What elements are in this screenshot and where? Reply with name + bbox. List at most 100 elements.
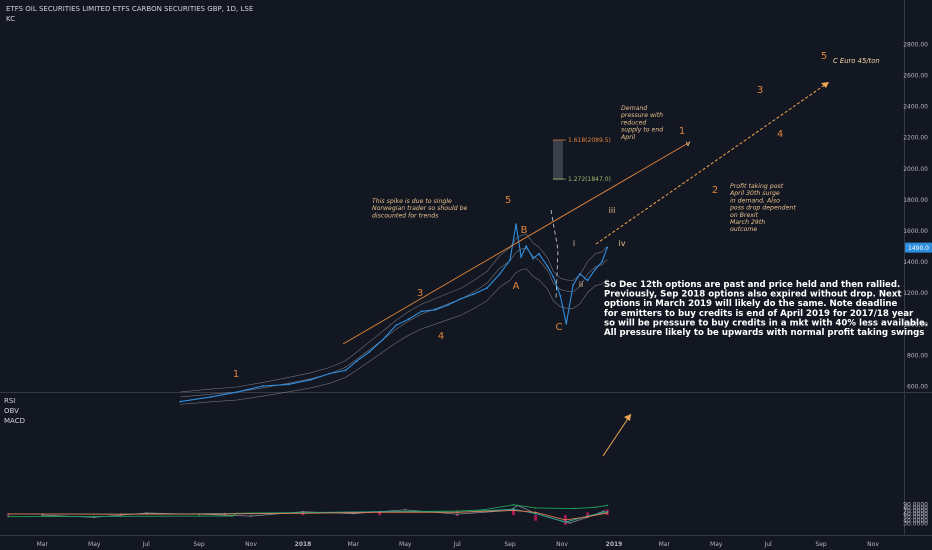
wave-label-v: v xyxy=(686,139,691,148)
wave-label-w1: 1 xyxy=(233,369,239,380)
signal-point xyxy=(119,513,122,515)
price-axis-tick-label: 2800.00 xyxy=(903,41,928,48)
price-axis-tick-label: 2000.00 xyxy=(903,166,928,173)
price-point xyxy=(262,385,264,387)
wave-label-iii: iii xyxy=(609,206,616,215)
price-point xyxy=(601,260,603,263)
last-price-label: 1490.0 xyxy=(908,245,929,252)
price-point xyxy=(472,293,475,296)
price-point xyxy=(520,256,522,258)
macd-histogram-bar xyxy=(378,512,382,516)
price-point xyxy=(579,273,581,275)
obv-point xyxy=(594,506,597,509)
macd-histogram-bar xyxy=(455,515,459,517)
time-axis-tick-label: Sep xyxy=(193,541,205,548)
signal-point xyxy=(456,511,459,514)
price-point xyxy=(459,298,462,300)
obv-point xyxy=(231,515,234,517)
signal-point xyxy=(606,512,608,514)
price-axis-tick-label: 1800.00 xyxy=(903,197,928,204)
obv-point xyxy=(7,515,9,518)
wave-label-B: B xyxy=(521,225,528,236)
time-axis-tick-label: May xyxy=(399,541,412,548)
signal-point xyxy=(586,515,589,518)
keltner-upper-band xyxy=(180,233,608,393)
price-point xyxy=(210,396,212,398)
time-axis-tick-label: May xyxy=(710,541,723,548)
macd-histogram-bar xyxy=(512,509,515,516)
indicator-axis-tick-label: 70.0000 xyxy=(903,508,928,515)
indicator-label-rsi: RSI xyxy=(4,397,16,405)
price-point xyxy=(498,273,501,275)
price-point xyxy=(420,310,423,313)
projection-line xyxy=(595,81,830,245)
price-point xyxy=(368,350,371,353)
indicator-axis-tick-label: 30.0000 xyxy=(903,521,928,528)
obv-point xyxy=(482,509,485,511)
obv-point xyxy=(606,504,608,507)
macd-histogram-bar xyxy=(534,515,538,521)
indicator-axis-tick-label: 80.0000 xyxy=(903,505,928,512)
wave-label-w4: 4 xyxy=(438,331,444,342)
price-axis-tick-label: 2600.00 xyxy=(903,73,928,80)
price-point xyxy=(565,322,568,325)
time-axis-tick-label: Nov xyxy=(245,541,257,548)
price-point xyxy=(309,378,312,381)
price-axis-tick-label: 1000.00 xyxy=(903,321,928,328)
indicator-label-kc: KC xyxy=(6,15,16,23)
price-axis-tick-label: 600.00 xyxy=(907,384,928,391)
obv-line xyxy=(8,504,608,518)
abc-correction-guide xyxy=(550,209,559,301)
obv-point xyxy=(198,515,200,517)
price-point xyxy=(515,223,517,226)
price-point xyxy=(486,287,488,289)
wave-label-p5: 5 xyxy=(821,51,827,62)
time-axis-tick-label: May xyxy=(88,541,101,548)
wave-label-w5: 5 xyxy=(505,195,511,206)
price-point xyxy=(572,284,574,286)
price-point xyxy=(538,252,540,255)
signal-point xyxy=(302,512,304,515)
obv-point xyxy=(512,504,515,506)
wave-label-iv: iv xyxy=(619,239,626,248)
price-point xyxy=(559,294,562,297)
price-point xyxy=(287,383,290,386)
price-point xyxy=(382,338,384,341)
obv-point xyxy=(93,515,95,518)
price-point xyxy=(532,257,534,260)
obv-point xyxy=(456,510,459,512)
price-point xyxy=(235,391,238,394)
demand-note: Demand pressure with reduced supply to end A… xyxy=(620,105,663,141)
macd-point xyxy=(564,521,567,523)
obv-point xyxy=(534,507,537,509)
macd-point xyxy=(606,510,608,513)
macd-histogram-bar xyxy=(586,512,590,516)
signal-point xyxy=(512,509,515,512)
price-point xyxy=(552,276,555,278)
price-axis-tick-label: 800.00 xyxy=(907,352,928,359)
price-axis-tick-label: 1400.00 xyxy=(903,259,928,266)
c-euro-note: C Euro 45/ton xyxy=(833,57,880,65)
last-price-badge xyxy=(905,242,932,253)
wave-label-A: A xyxy=(513,281,520,292)
rsi-point xyxy=(603,510,605,512)
price-point xyxy=(407,318,410,320)
spike-note: This spike is due to single Norwegian tra… xyxy=(372,197,468,219)
wave-label-w3: 3 xyxy=(417,288,423,299)
wave-label-C: C xyxy=(556,322,563,333)
price-point xyxy=(355,360,358,362)
indicator-axis-tick-label: 40.0000 xyxy=(903,517,928,524)
wave-label-p1: 1 xyxy=(679,126,685,137)
signal-point xyxy=(223,513,226,515)
rsi-point xyxy=(145,512,147,514)
price-axis-tick-label: 1200.00 xyxy=(903,290,928,297)
signal-point xyxy=(378,511,381,514)
time-axis-tick-label: Jul xyxy=(142,541,151,548)
wave-label-i: i xyxy=(573,239,575,248)
price-axis-tick-label: 2400.00 xyxy=(903,104,928,111)
price-line xyxy=(180,224,608,403)
time-axis-tick-label: Mar xyxy=(659,541,671,548)
profit-note: Profit taking post April 30th surge in dem… xyxy=(729,182,796,233)
price-axis-tick-label: 2200.00 xyxy=(903,135,928,142)
